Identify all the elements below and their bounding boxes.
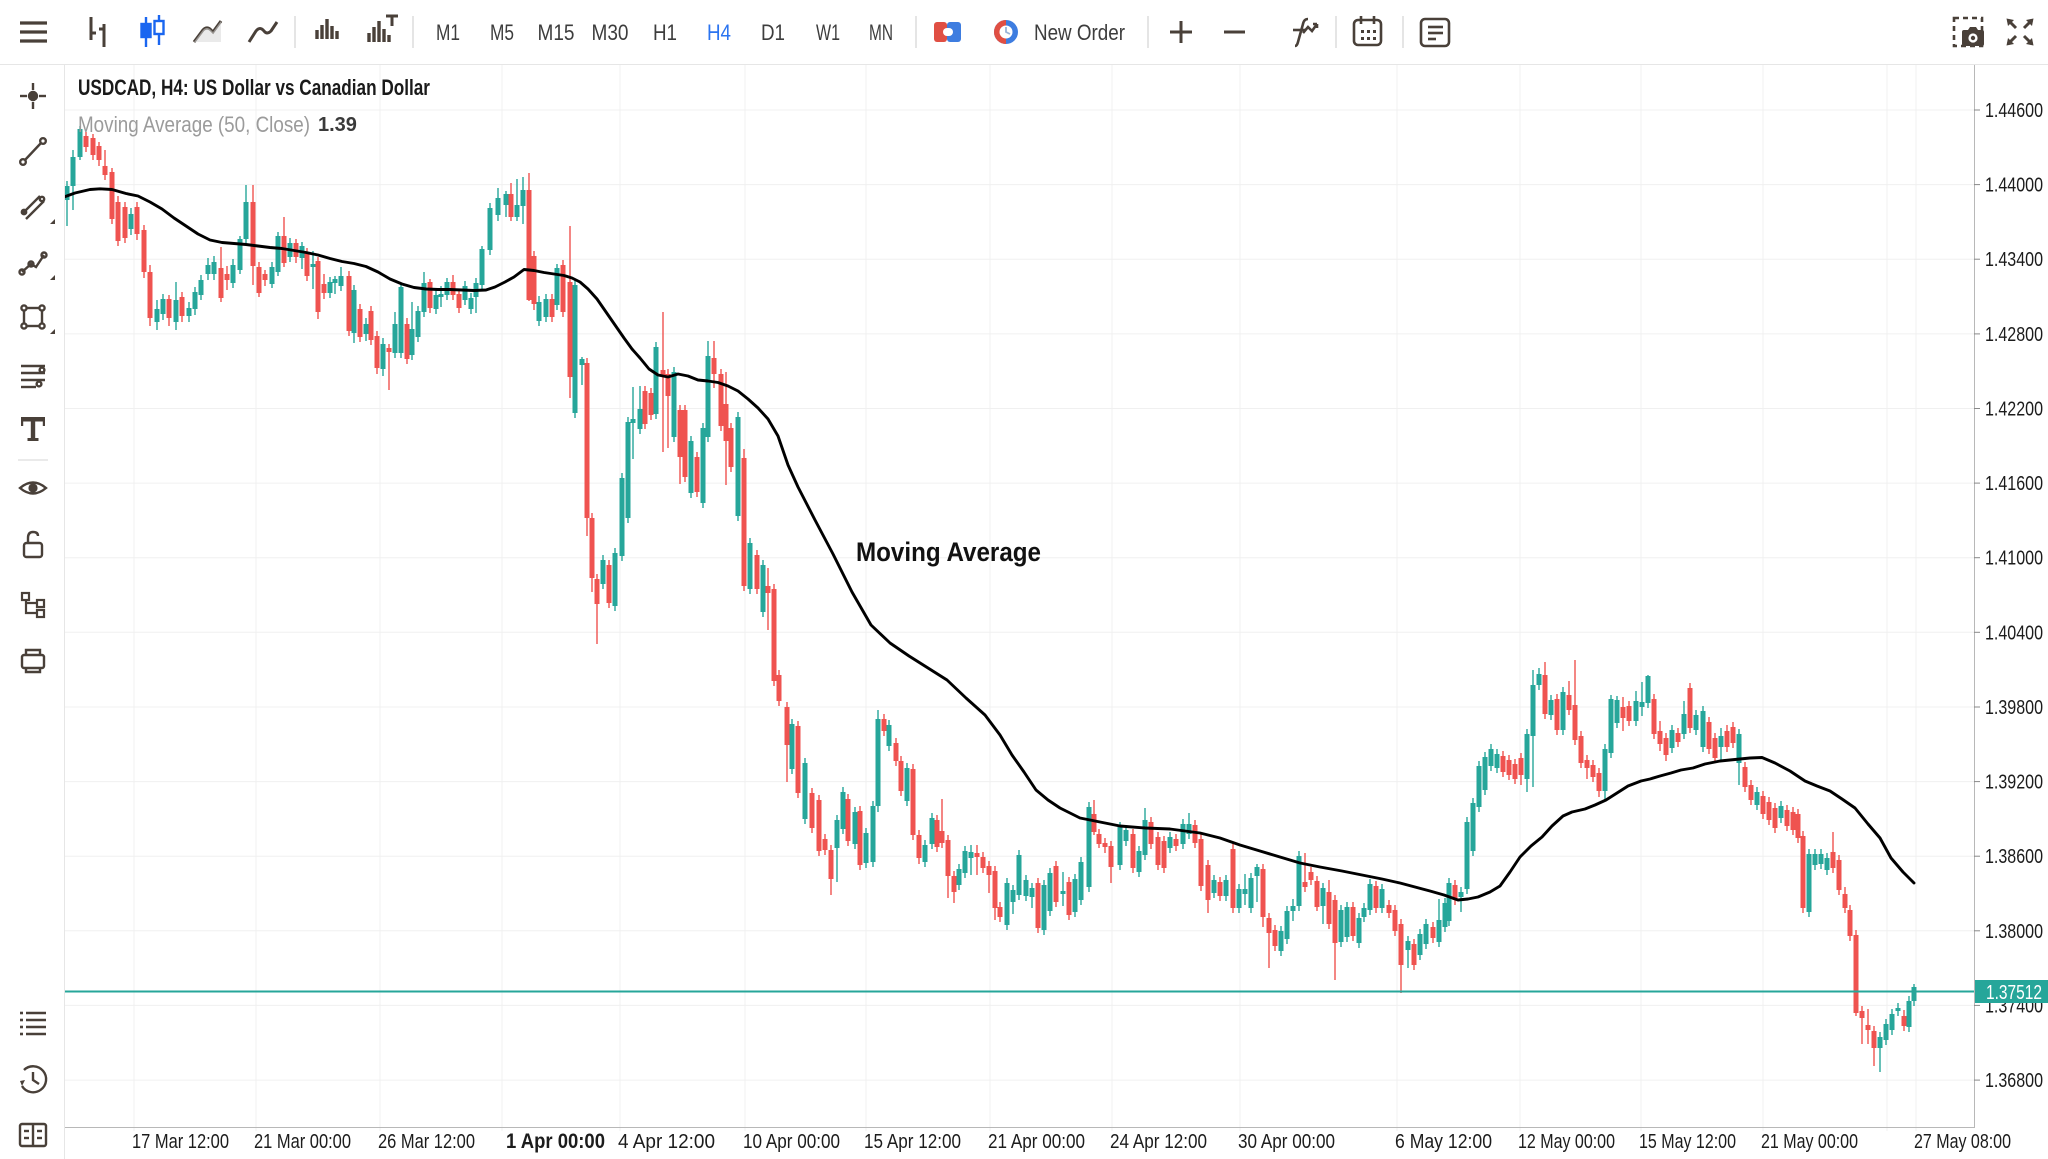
svg-text:H1: H1 bbox=[653, 20, 677, 45]
svg-text:M15: M15 bbox=[538, 20, 575, 45]
svg-text:1.39800: 1.39800 bbox=[1985, 697, 2043, 719]
svg-text:21 May 00:00: 21 May 00:00 bbox=[1761, 1131, 1858, 1153]
svg-text:6 May 12:00: 6 May 12:00 bbox=[1395, 1131, 1492, 1153]
svg-text:17 Mar 12:00: 17 Mar 12:00 bbox=[132, 1131, 229, 1153]
svg-text:1.42200: 1.42200 bbox=[1985, 399, 2043, 421]
svg-text:1.38600: 1.38600 bbox=[1985, 846, 2043, 868]
svg-text:1.36800: 1.36800 bbox=[1985, 1070, 2043, 1092]
svg-text:New Order: New Order bbox=[1034, 20, 1125, 45]
svg-text:1.38000: 1.38000 bbox=[1985, 921, 2043, 943]
svg-text:27 May 08:00: 27 May 08:00 bbox=[1914, 1131, 2011, 1153]
svg-text:MN: MN bbox=[869, 20, 893, 45]
svg-text:30 Apr 00:00: 30 Apr 00:00 bbox=[1238, 1131, 1335, 1153]
svg-text:1.39: 1.39 bbox=[318, 114, 357, 136]
svg-text:H4: H4 bbox=[707, 20, 731, 45]
svg-text:26 Mar 12:00: 26 Mar 12:00 bbox=[378, 1131, 475, 1153]
svg-text:15 May 12:00: 15 May 12:00 bbox=[1639, 1131, 1736, 1153]
svg-text:1.44000: 1.44000 bbox=[1985, 175, 2043, 197]
svg-text:W1: W1 bbox=[816, 20, 840, 45]
svg-text:21 Mar 00:00: 21 Mar 00:00 bbox=[254, 1131, 351, 1153]
svg-text:24 Apr 12:00: 24 Apr 12:00 bbox=[1110, 1131, 1207, 1153]
svg-text:M30: M30 bbox=[592, 20, 629, 45]
svg-text:D1: D1 bbox=[761, 20, 785, 45]
svg-text:10 Apr 00:00: 10 Apr 00:00 bbox=[743, 1131, 840, 1153]
svg-text:1.42800: 1.42800 bbox=[1985, 324, 2043, 346]
svg-text:4 Apr 12:00: 4 Apr 12:00 bbox=[618, 1131, 715, 1153]
svg-text:1.44600: 1.44600 bbox=[1985, 100, 2043, 122]
svg-text:21 Apr 00:00: 21 Apr 00:00 bbox=[988, 1131, 1085, 1153]
svg-text:1.39200: 1.39200 bbox=[1985, 772, 2043, 794]
svg-text:M5: M5 bbox=[490, 20, 514, 45]
svg-text:1 Apr 00:00: 1 Apr 00:00 bbox=[506, 1130, 605, 1153]
svg-text:Moving Average (50, Close): Moving Average (50, Close) bbox=[78, 112, 310, 137]
svg-text:15 Apr 12:00: 15 Apr 12:00 bbox=[864, 1131, 961, 1153]
svg-text:1.37512: 1.37512 bbox=[1986, 982, 2042, 1004]
svg-text:1.41600: 1.41600 bbox=[1985, 473, 2043, 495]
svg-text:USDCAD, H4: US Dollar vs Canad: USDCAD, H4: US Dollar vs Canadian Dollar bbox=[78, 75, 430, 100]
svg-text:Moving Average: Moving Average bbox=[856, 537, 1041, 567]
svg-text:1.40400: 1.40400 bbox=[1985, 622, 2043, 644]
svg-text:1.43400: 1.43400 bbox=[1985, 249, 2043, 271]
svg-text:M1: M1 bbox=[436, 20, 460, 45]
svg-text:12 May 00:00: 12 May 00:00 bbox=[1518, 1131, 1615, 1153]
svg-text:1.41000: 1.41000 bbox=[1985, 548, 2043, 570]
